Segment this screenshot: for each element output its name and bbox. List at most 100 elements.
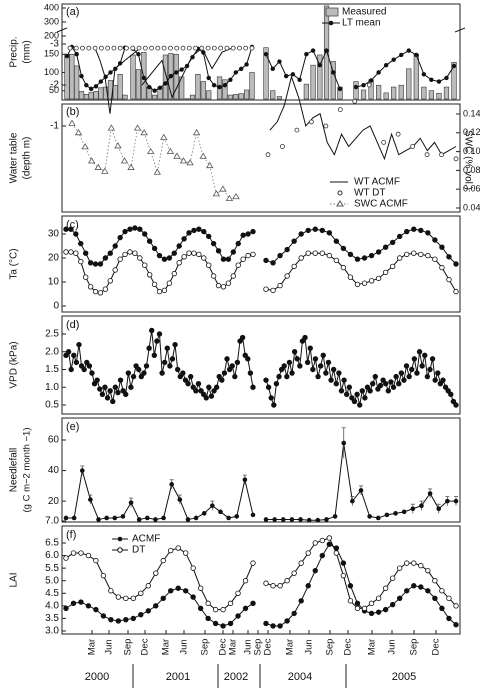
point: [446, 615, 452, 622]
point: [230, 249, 237, 255]
bar: [78, 91, 85, 100]
point: [265, 152, 271, 158]
point: [391, 57, 396, 62]
point: [127, 249, 133, 255]
point: [442, 384, 449, 390]
point: [352, 99, 358, 104]
point: [156, 252, 163, 259]
panel-b-frame: [61, 103, 461, 213]
point: [403, 363, 410, 369]
legend-marker: [117, 536, 123, 542]
point: [280, 517, 286, 522]
panel-label-a: (a): [66, 6, 79, 18]
point: [418, 562, 424, 569]
point: [68, 119, 76, 126]
point: [216, 373, 222, 380]
bar: [69, 53, 75, 100]
bar: [330, 61, 336, 100]
point: [297, 77, 302, 82]
legend-label: ACMF: [132, 534, 160, 545]
y-tick-label: -3: [50, 39, 59, 50]
point: [166, 280, 173, 286]
point: [157, 85, 163, 90]
point: [215, 282, 222, 289]
point: [141, 75, 147, 81]
point: [190, 565, 196, 571]
point: [291, 570, 297, 576]
point: [168, 45, 173, 51]
point: [340, 245, 347, 252]
point: [174, 366, 181, 373]
point: [368, 278, 375, 284]
point: [136, 517, 142, 522]
point: [187, 373, 194, 380]
point: [453, 402, 459, 408]
point: [74, 129, 83, 136]
point: [284, 373, 290, 380]
bar: [353, 81, 359, 100]
bar: [310, 64, 316, 100]
bar: [130, 54, 136, 100]
point: [218, 509, 223, 515]
point: [249, 45, 255, 51]
x-tick-label: Dec: [431, 638, 442, 655]
point: [354, 605, 361, 612]
panel-d-frame: [61, 315, 461, 415]
point: [120, 514, 126, 519]
point: [237, 45, 242, 51]
point: [160, 557, 166, 564]
point: [87, 260, 94, 266]
y-tick-label: 5.5: [45, 563, 59, 574]
bar: [122, 94, 128, 100]
point: [110, 398, 116, 405]
point: [432, 578, 438, 584]
point: [263, 620, 269, 627]
point: [450, 398, 457, 405]
point: [375, 515, 381, 521]
point: [439, 588, 445, 594]
point: [186, 45, 192, 51]
point: [351, 398, 358, 405]
point: [375, 275, 382, 282]
point: [130, 45, 136, 51]
point: [137, 255, 143, 261]
point: [123, 595, 129, 602]
point: [291, 610, 297, 617]
point: [388, 379, 394, 385]
point: [199, 45, 205, 51]
x-tick-label: Mar: [285, 639, 296, 655]
point: [130, 615, 137, 622]
series-line: [266, 442, 456, 521]
point: [115, 618, 122, 624]
point: [120, 388, 126, 394]
point: [166, 147, 175, 155]
point: [206, 262, 212, 268]
point: [444, 75, 449, 81]
point: [153, 570, 159, 576]
point: [213, 384, 220, 390]
point: [445, 498, 450, 504]
bar: [98, 87, 104, 100]
point: [439, 244, 445, 250]
point: [191, 250, 197, 256]
point: [201, 511, 207, 516]
point: [326, 541, 333, 547]
series-line-lt-mean: [132, 46, 253, 92]
point: [389, 601, 396, 608]
point: [86, 45, 92, 51]
point: [294, 127, 300, 133]
point: [250, 512, 256, 518]
x-tick-label: Jun: [104, 639, 115, 654]
series-line: [265, 336, 457, 406]
point: [125, 370, 132, 376]
point: [94, 377, 100, 383]
point: [210, 240, 217, 247]
point: [142, 262, 148, 268]
point: [328, 377, 334, 383]
point: [439, 264, 445, 271]
x-tick-label: Sep: [253, 639, 264, 656]
point: [280, 144, 285, 149]
point: [237, 338, 243, 344]
point: [146, 345, 152, 351]
point: [190, 384, 196, 390]
